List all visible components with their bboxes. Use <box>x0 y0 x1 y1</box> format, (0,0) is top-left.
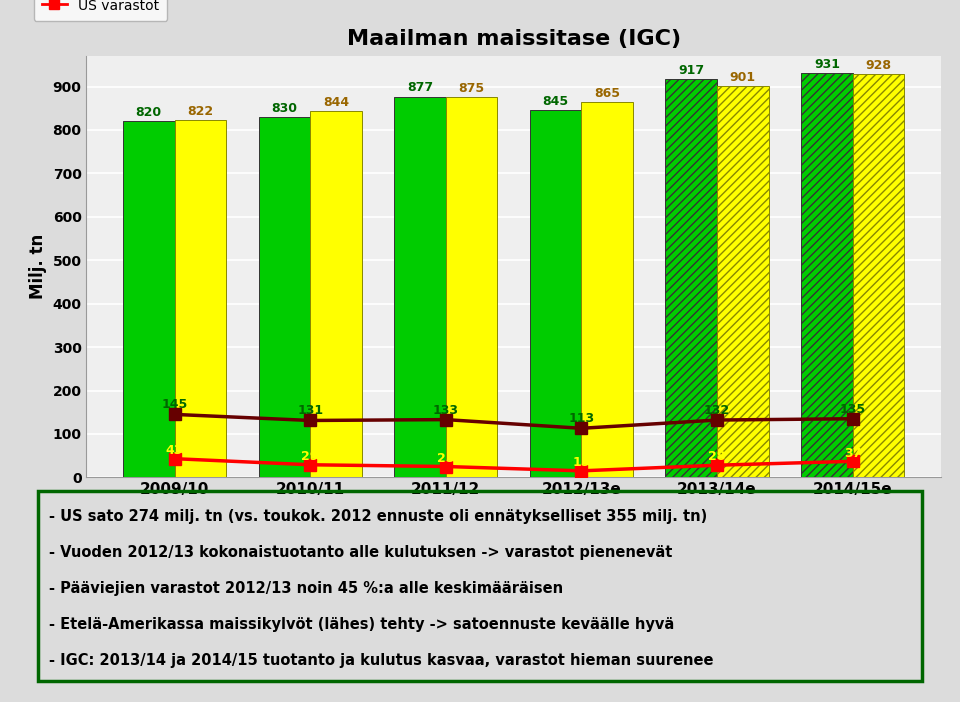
Bar <box>582 102 633 477</box>
Text: 875: 875 <box>459 82 485 95</box>
Bar <box>123 121 175 477</box>
Text: 820: 820 <box>135 106 162 119</box>
Text: 135: 135 <box>840 403 866 416</box>
Text: - Vuoden 2012/13 kokonaistuotanto alle kulutuksen -> varastot pienenevät: - Vuoden 2012/13 kokonaistuotanto alle k… <box>49 545 672 559</box>
Y-axis label: Milj. tn: Milj. tn <box>29 234 47 299</box>
Text: 131: 131 <box>297 404 324 418</box>
Bar <box>852 74 904 477</box>
Bar <box>801 73 852 477</box>
Text: - US sato 274 milj. tn (vs. toukok. 2012 ennuste oli ennätykselliset 355 milj. t: - US sato 274 milj. tn (vs. toukok. 2012… <box>49 508 708 524</box>
Text: 845: 845 <box>542 95 568 108</box>
Text: 43: 43 <box>166 444 183 457</box>
Bar <box>530 110 582 477</box>
Text: - IGC: 2013/14 ja 2014/15 tuotanto ja kulutus kasvaa, varastot hieman suurenee: - IGC: 2013/14 ja 2014/15 tuotanto ja ku… <box>49 653 713 668</box>
Text: 931: 931 <box>814 58 840 71</box>
Text: 901: 901 <box>730 71 756 84</box>
Text: 917: 917 <box>678 64 705 77</box>
Text: 25: 25 <box>437 452 454 465</box>
Bar <box>310 111 362 477</box>
Text: 822: 822 <box>187 105 213 118</box>
Text: 865: 865 <box>594 86 620 100</box>
Text: 132: 132 <box>704 404 731 417</box>
Bar <box>717 86 769 477</box>
Text: 830: 830 <box>272 102 298 115</box>
Text: - Pääviejien varastot 2012/13 noin 45 %:a alle keskimääräisen: - Pääviejien varastot 2012/13 noin 45 %:… <box>49 581 564 595</box>
Bar <box>665 79 717 477</box>
Text: 15: 15 <box>573 456 590 469</box>
Legend: Tuotanto, Kulutus, Varastot, US varastot: Tuotanto, Kulutus, Varastot, US varastot <box>34 0 167 21</box>
Bar <box>445 98 497 477</box>
Text: 844: 844 <box>323 95 349 109</box>
Text: - Etelä-Amerikassa maissikylvöt (lähes) tehty -> satoennuste keväälle hyvä: - Etelä-Amerikassa maissikylvöt (lähes) … <box>49 616 674 632</box>
Text: 877: 877 <box>407 81 433 94</box>
Title: Maailman maissitase (IGC): Maailman maissitase (IGC) <box>347 29 681 49</box>
Text: 113: 113 <box>568 412 594 425</box>
Text: 133: 133 <box>433 404 459 416</box>
Text: 145: 145 <box>161 398 187 411</box>
Text: 28: 28 <box>708 451 726 463</box>
Text: 928: 928 <box>865 59 892 72</box>
Text: 37: 37 <box>844 446 861 460</box>
Text: 29: 29 <box>301 450 319 463</box>
Bar <box>258 117 310 477</box>
Bar <box>175 121 227 477</box>
Bar <box>395 97 445 477</box>
